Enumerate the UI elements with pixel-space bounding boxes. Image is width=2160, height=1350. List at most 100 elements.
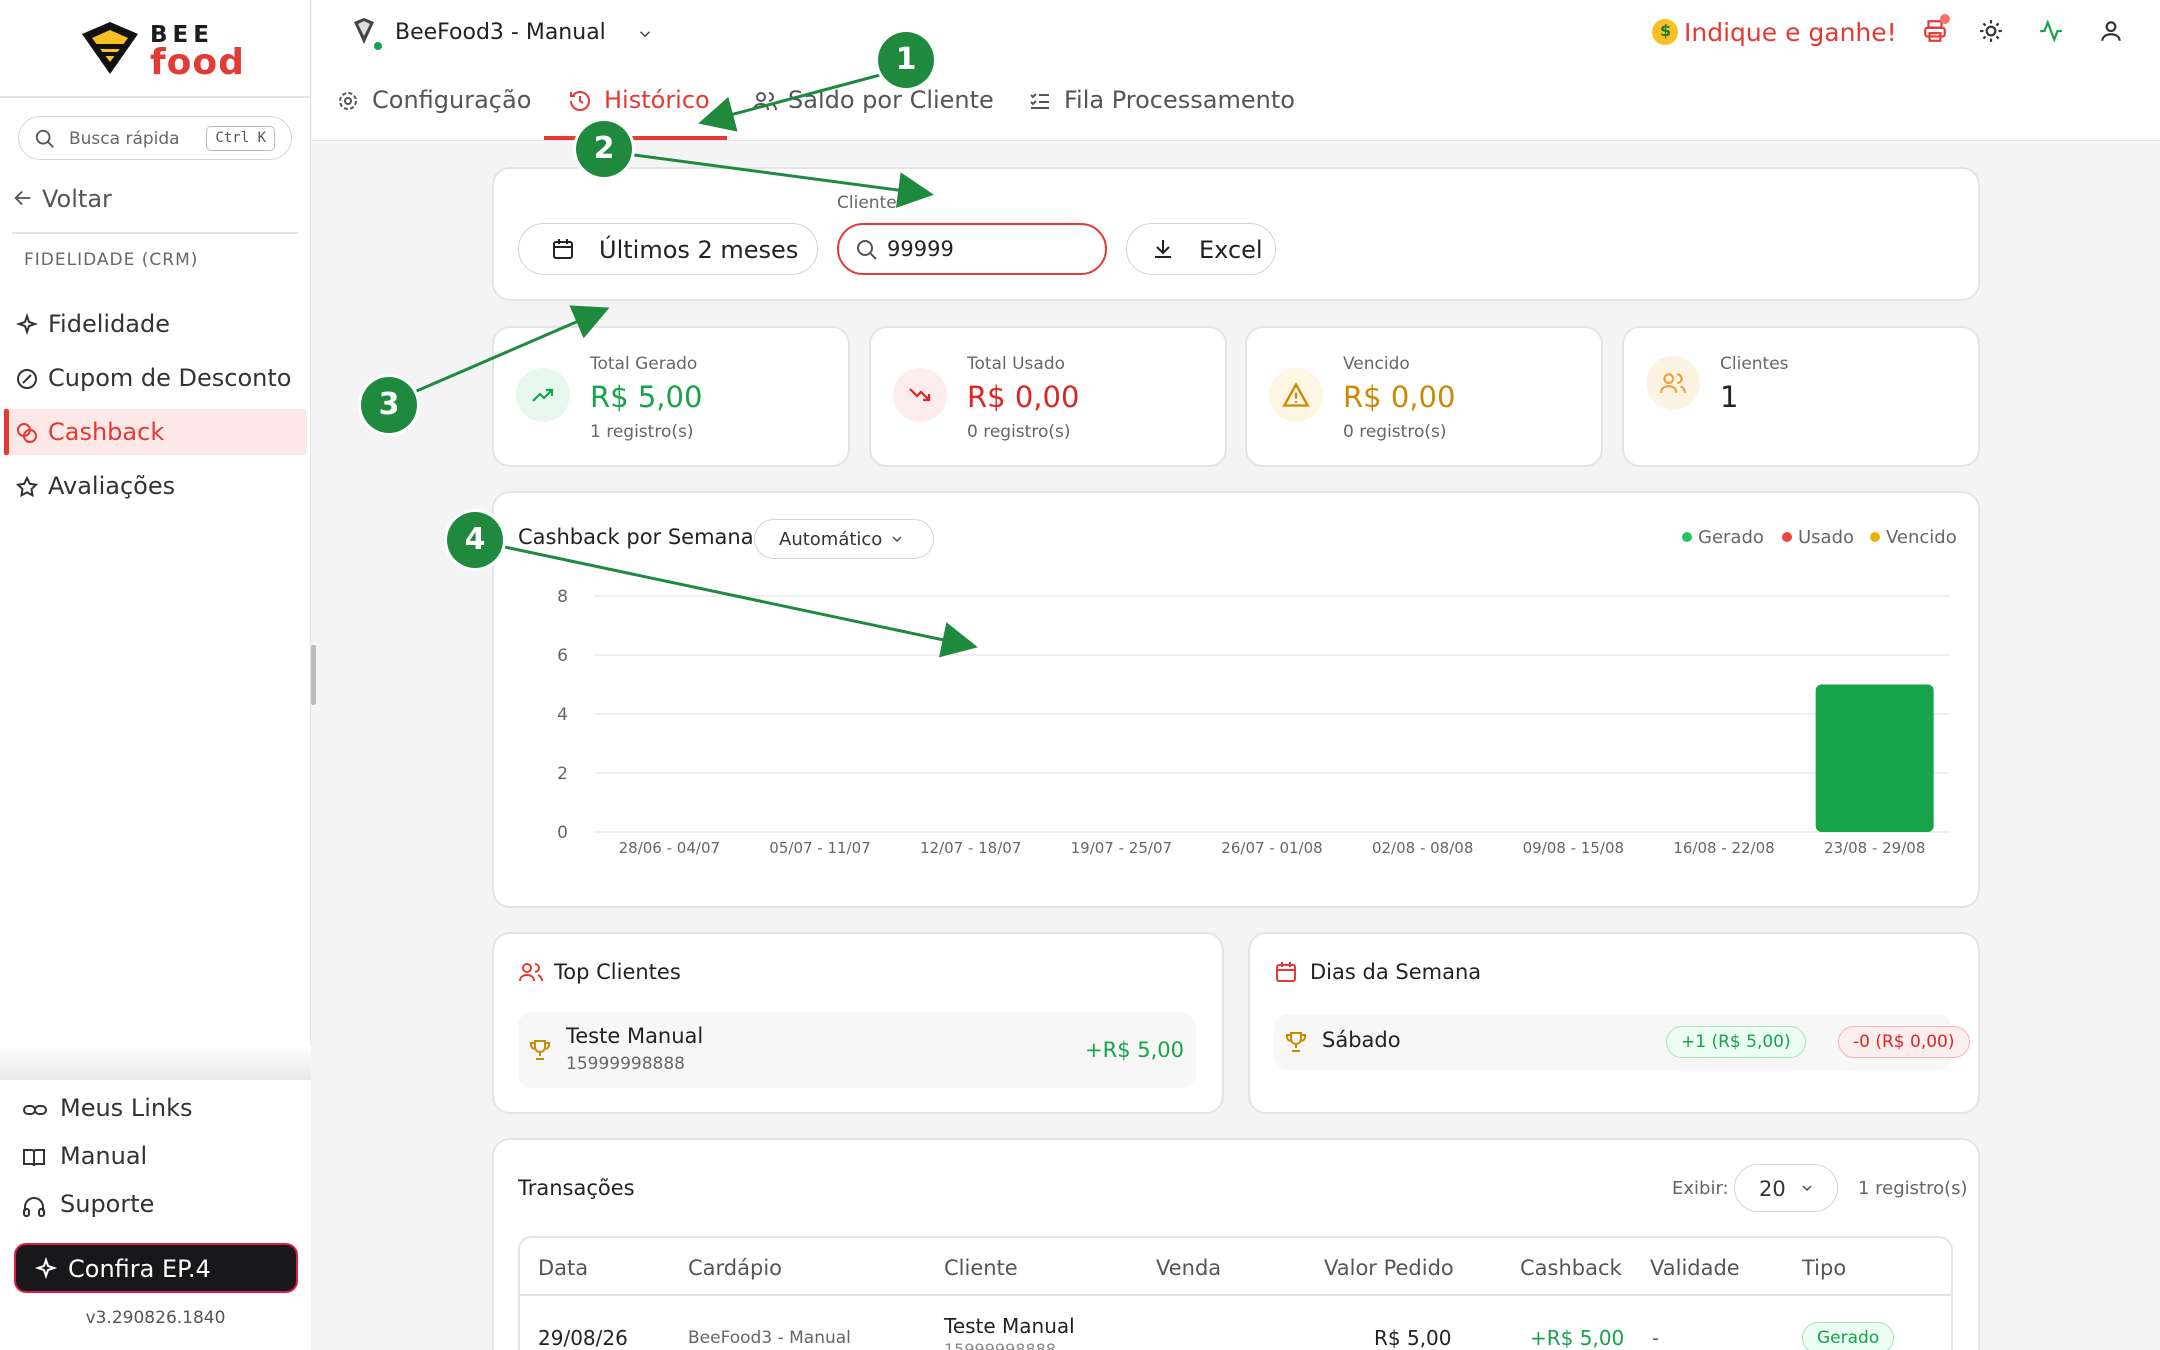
weekdays-card: Dias da Semana Sábado +1 (R$ 5,00) -0 (R… bbox=[1248, 932, 1980, 1114]
referral-link[interactable]: Indique e ganhe! bbox=[1652, 18, 1897, 47]
export-excel-button[interactable]: Excel bbox=[1126, 223, 1276, 275]
period-selector[interactable]: Últimos 2 meses bbox=[518, 223, 818, 275]
sidebar-resize-handle[interactable] bbox=[311, 645, 316, 705]
y-tick-label: 2 bbox=[557, 764, 568, 784]
cell-order-value: R$ 5,00 bbox=[1374, 1326, 1452, 1350]
beefood-logo[interactable]: BEE food bbox=[78, 18, 244, 83]
referral-label: Indique e ganhe! bbox=[1684, 18, 1897, 47]
trophy-icon bbox=[530, 1040, 550, 1060]
page-size-label: Exibir: bbox=[1672, 1178, 1729, 1199]
top-clients-title: Top Clientes bbox=[518, 960, 681, 989]
y-tick-label: 0 bbox=[557, 823, 568, 843]
sidebar-link-label: Suporte bbox=[60, 1190, 155, 1218]
sidebar: BEE food Busca rápida Ctrl K Voltar FIDE… bbox=[0, 0, 311, 1350]
column-header[interactable]: Validade bbox=[1650, 1256, 1740, 1280]
confira-episode-button[interactable]: Confira EP.4 bbox=[14, 1243, 298, 1293]
user-menu-button[interactable] bbox=[2098, 18, 2124, 48]
period-label: Últimos 2 meses bbox=[599, 236, 799, 264]
section-title-label: Top Clientes bbox=[554, 960, 681, 984]
headphones-icon bbox=[23, 1197, 45, 1217]
x-tick-label: 09/08 - 15/08 bbox=[1523, 839, 1624, 857]
cell-validity: - bbox=[1652, 1326, 1660, 1350]
legend-label: Usado bbox=[1798, 527, 1855, 548]
top-client-row[interactable]: Teste Manual 15999998888 +R$ 5,00 bbox=[518, 1012, 1196, 1088]
back-link[interactable]: Voltar bbox=[12, 185, 112, 215]
sidebar-item-fidelidade[interactable]: Fidelidade bbox=[5, 301, 307, 347]
coins-icon bbox=[17, 423, 37, 443]
stat-card-total-usado: Total Usado R$ 0,00 0 registro(s) bbox=[869, 326, 1227, 467]
trophy-icon bbox=[1286, 1032, 1306, 1052]
tab-label: Fila Processamento bbox=[1064, 86, 1295, 114]
x-tick-label: 26/07 - 01/08 bbox=[1221, 839, 1322, 857]
column-header[interactable]: Cardápio bbox=[688, 1256, 783, 1280]
client-search-input[interactable]: 99999 bbox=[837, 223, 1107, 275]
quick-search[interactable]: Busca rápida Ctrl K bbox=[18, 116, 292, 160]
x-tick-label: 19/07 - 25/07 bbox=[1071, 839, 1172, 857]
stat-count: 1 registro(s) bbox=[590, 422, 694, 442]
stat-label: Total Usado bbox=[967, 354, 1066, 374]
back-label: Voltar bbox=[42, 185, 112, 213]
search-icon bbox=[857, 240, 877, 260]
badge-percent-icon bbox=[17, 369, 37, 389]
stat-count: 0 registro(s) bbox=[1343, 422, 1447, 442]
history-icon bbox=[570, 90, 590, 111]
trending-up-icon bbox=[516, 368, 570, 422]
x-tick-label: 05/07 - 11/07 bbox=[769, 839, 870, 857]
link-icon bbox=[23, 1105, 47, 1115]
notification-dot bbox=[1940, 14, 1950, 24]
y-tick-label: 8 bbox=[557, 587, 568, 607]
legend-label: Vencido bbox=[1886, 527, 1957, 548]
column-header[interactable]: Valor Pedido bbox=[1324, 1256, 1454, 1280]
sidebar-divider bbox=[0, 96, 311, 98]
sidebar-footer bbox=[0, 1080, 311, 1350]
store-avatar bbox=[354, 18, 374, 44]
money-face-icon bbox=[1652, 19, 1678, 45]
column-header[interactable]: Cliente bbox=[944, 1256, 1018, 1280]
activity-icon bbox=[2040, 19, 2062, 43]
legend-vencido: Vencido bbox=[1870, 527, 1957, 548]
stat-card-vencido: Vencido R$ 0,00 0 registro(s) bbox=[1245, 326, 1603, 467]
activity-button[interactable] bbox=[2038, 18, 2064, 48]
x-tick-label: 23/08 - 29/08 bbox=[1824, 839, 1925, 857]
calendar-icon bbox=[553, 239, 573, 259]
column-header[interactable]: Venda bbox=[1156, 1256, 1222, 1280]
sidebar-item-avaliacoes[interactable]: Avaliações bbox=[5, 463, 307, 509]
stat-value: 1 bbox=[1720, 380, 1739, 414]
sidebar-scroll-fade bbox=[0, 1045, 311, 1080]
stat-value: R$ 0,00 bbox=[967, 380, 1080, 414]
stat-card-total-gerado: Total Gerado R$ 5,00 1 registro(s) bbox=[492, 326, 850, 467]
gear-icon bbox=[339, 92, 357, 110]
section-title-label: Dias da Semana bbox=[1310, 960, 1482, 984]
printer-icon bbox=[1924, 20, 1946, 42]
weekdays-title: Dias da Semana bbox=[1274, 960, 1481, 989]
sun-icon bbox=[1980, 20, 2002, 42]
warning-icon bbox=[1269, 368, 1323, 422]
chevron-down-icon bbox=[639, 31, 651, 38]
sidebar-item-cupom[interactable]: Cupom de Desconto bbox=[5, 355, 307, 401]
users-icon bbox=[753, 92, 777, 111]
sidebar-item-cashback[interactable]: Cashback bbox=[4, 409, 307, 455]
trending-down-icon bbox=[893, 368, 947, 422]
cell-type-badge: Gerado bbox=[1802, 1322, 1895, 1350]
app-version: v3.290826.1840 bbox=[85, 1308, 226, 1328]
chevron-down-icon bbox=[892, 536, 902, 542]
table-row[interactable]: 29/08/26 BeeFood3 - Manual Teste Manual … bbox=[518, 1296, 1953, 1350]
column-header[interactable]: Data bbox=[538, 1256, 589, 1280]
y-tick-label: 4 bbox=[557, 705, 568, 725]
cashback-bar-chart: 0 2 4 6 8 28/06 - 04/07 05/07 - 11/07 12/07 - 1… bbox=[557, 587, 1950, 857]
sidebar-item-label: Avaliações bbox=[48, 472, 176, 500]
printer-button[interactable] bbox=[1922, 14, 1950, 48]
list-checks-icon bbox=[1030, 93, 1049, 109]
tab-label: Histórico bbox=[604, 86, 710, 114]
column-header[interactable]: Tipo bbox=[1802, 1256, 1847, 1280]
page-size-select[interactable]: 20 bbox=[1734, 1164, 1838, 1212]
arrow-left-icon bbox=[14, 190, 31, 206]
y-tick-label: 6 bbox=[557, 646, 568, 666]
top-bar: BeeFood3 - Manual Indique e ganhe! bbox=[312, 0, 2160, 66]
stat-value: R$ 0,00 bbox=[1343, 380, 1456, 414]
sidebar-link-label: Manual bbox=[60, 1142, 148, 1170]
theme-toggle-button[interactable] bbox=[1978, 18, 2004, 48]
download-icon bbox=[1155, 240, 1171, 258]
column-header[interactable]: Cashback bbox=[1520, 1256, 1622, 1280]
weekday-row: Sábado +1 (R$ 5,00) -0 (R$ 0,00) bbox=[1274, 1014, 1970, 1070]
